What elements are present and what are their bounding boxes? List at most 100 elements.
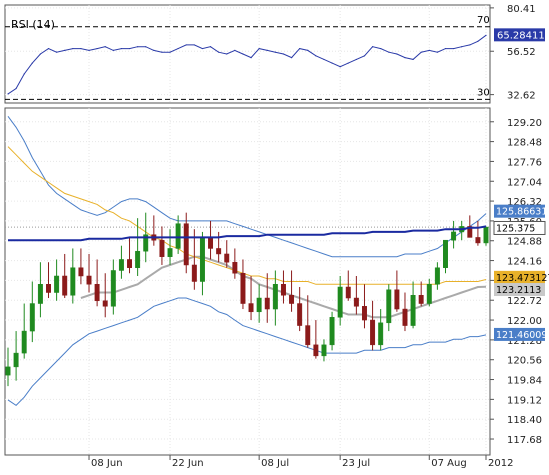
- rsi-point: [56, 51, 58, 53]
- rsi-point: [153, 49, 155, 51]
- price-tick-label: 128.48: [507, 138, 542, 149]
- rsi-point: [477, 40, 479, 42]
- rsi-point: [23, 73, 25, 75]
- candle-down: [353, 275, 359, 315]
- candle-body: [13, 352, 19, 368]
- candle-down: [418, 281, 424, 307]
- rsi-point: [31, 62, 33, 64]
- candle-down: [475, 220, 481, 246]
- candle-down: [86, 253, 92, 293]
- rsi-point: [469, 44, 471, 46]
- candle-body: [62, 275, 68, 296]
- rsi-point: [145, 46, 147, 48]
- orange-average-flag-label: 123.473127: [496, 273, 549, 284]
- candle-body: [297, 303, 303, 326]
- rsi-point: [72, 47, 74, 50]
- candle-body: [37, 284, 43, 304]
- rsi-point: [461, 46, 463, 48]
- candle-body: [402, 308, 408, 326]
- candle-body: [370, 319, 376, 346]
- rsi-point: [404, 57, 406, 59]
- price-plot-frame: [4, 107, 491, 456]
- rsi-point: [420, 51, 422, 53]
- rsi-point: [412, 58, 414, 61]
- candle-down: [191, 229, 197, 290]
- rsi-point: [485, 34, 487, 36]
- candle-down: [232, 248, 238, 279]
- price-tick-label: 119.12: [507, 395, 542, 406]
- rsi-point: [299, 47, 301, 50]
- price-main-average: [8, 225, 487, 242]
- candle-up: [37, 262, 43, 318]
- rsi-point: [120, 47, 123, 50]
- price-tick-label: 122.72: [507, 296, 542, 307]
- candle-body: [175, 223, 181, 249]
- candle-up: [272, 270, 278, 326]
- price-tick-label: 126.32: [507, 197, 542, 208]
- rsi-point: [307, 49, 309, 51]
- candle-body: [272, 284, 278, 310]
- rsi-point: [250, 57, 252, 59]
- candle-body: [54, 275, 60, 293]
- candle-body: [86, 275, 92, 285]
- candle-up: [386, 284, 392, 332]
- rsi-panel: 70 30 RSI (14) 80.41 56.52 32.62 65.28411: [4, 4, 545, 104]
- candle-down: [240, 259, 246, 310]
- candle-body: [264, 297, 270, 310]
- rsi-point: [242, 53, 244, 55]
- x-tick-label: 22 Jun: [172, 458, 204, 469]
- rsi-point: [282, 53, 285, 55]
- candle-body: [94, 284, 100, 302]
- candle-up: [426, 278, 432, 307]
- candle-down: [305, 295, 311, 348]
- candle-body: [378, 322, 384, 346]
- rsi-point: [80, 47, 82, 50]
- rsi-point: [452, 47, 455, 50]
- x-axis: 08 Jun 22 Jun 08 Jul 23 Jul 07 Aug 2012: [88, 455, 513, 469]
- candle-up: [29, 281, 35, 343]
- candle-body: [329, 317, 335, 346]
- candle-body: [29, 303, 35, 332]
- candle-up: [5, 347, 11, 387]
- candle-up: [483, 226, 489, 246]
- candle-down: [46, 262, 51, 299]
- candle-body: [418, 295, 424, 304]
- rsi-point: [323, 58, 325, 61]
- price-tick-label: 129.20: [507, 118, 542, 129]
- lower-band-flag-box: [494, 327, 545, 341]
- rsi-point: [161, 51, 163, 53]
- candle-up: [13, 331, 19, 381]
- candle-body: [280, 284, 286, 296]
- rsi-point: [112, 49, 114, 51]
- rsi-point: [388, 51, 390, 53]
- last-price-flag-label: 125.375: [496, 223, 535, 234]
- gray-average-flag-label: 123.2113: [496, 285, 541, 296]
- rsi-point: [15, 87, 17, 90]
- rsi-point: [266, 49, 268, 51]
- candle-up: [118, 245, 124, 279]
- candle-body: [313, 344, 319, 357]
- rsi-last-value-box: [494, 28, 545, 42]
- rsi-plot-frame: [4, 4, 491, 104]
- rsi-point: [396, 53, 398, 55]
- candle-body: [46, 284, 51, 293]
- candle-body: [135, 250, 141, 268]
- rsi-point: [444, 47, 447, 50]
- candle-down: [280, 270, 286, 304]
- rsi-point: [347, 62, 349, 64]
- rsi-point: [201, 47, 204, 50]
- candle-body: [5, 366, 11, 376]
- candle-up: [410, 281, 416, 329]
- rsi-point: [428, 49, 430, 51]
- candle-body: [118, 259, 124, 271]
- price-tick-label: 120.56: [507, 356, 542, 367]
- candle-down: [127, 237, 133, 274]
- candle-body: [248, 303, 254, 313]
- candle-body: [216, 248, 222, 255]
- candle-body: [208, 237, 214, 249]
- candle-body: [143, 234, 149, 252]
- orange-average-line: [7, 146, 487, 285]
- candle-up: [329, 311, 335, 351]
- rsi-point: [371, 46, 374, 48]
